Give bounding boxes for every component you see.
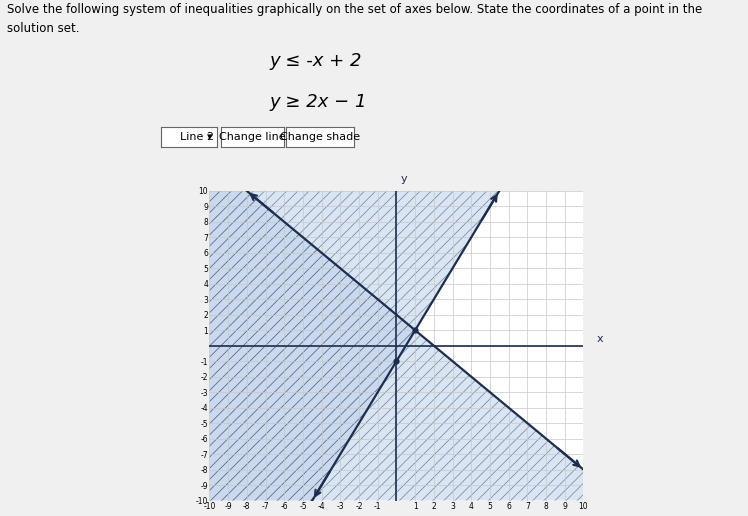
Text: y ≥ 2x − 1: y ≥ 2x − 1	[269, 93, 367, 111]
Text: Solve the following system of inequalities graphically on the set of axes below.: Solve the following system of inequaliti…	[7, 3, 702, 15]
Text: solution set.: solution set.	[7, 22, 80, 35]
Text: y ≤ -x + 2: y ≤ -x + 2	[269, 52, 362, 70]
Text: y: y	[401, 173, 408, 184]
Text: Change shade: Change shade	[280, 132, 361, 142]
Text: Change line: Change line	[219, 132, 286, 142]
Text: ▾: ▾	[207, 132, 213, 142]
Text: Line 2: Line 2	[180, 132, 215, 142]
Text: x: x	[596, 334, 603, 344]
